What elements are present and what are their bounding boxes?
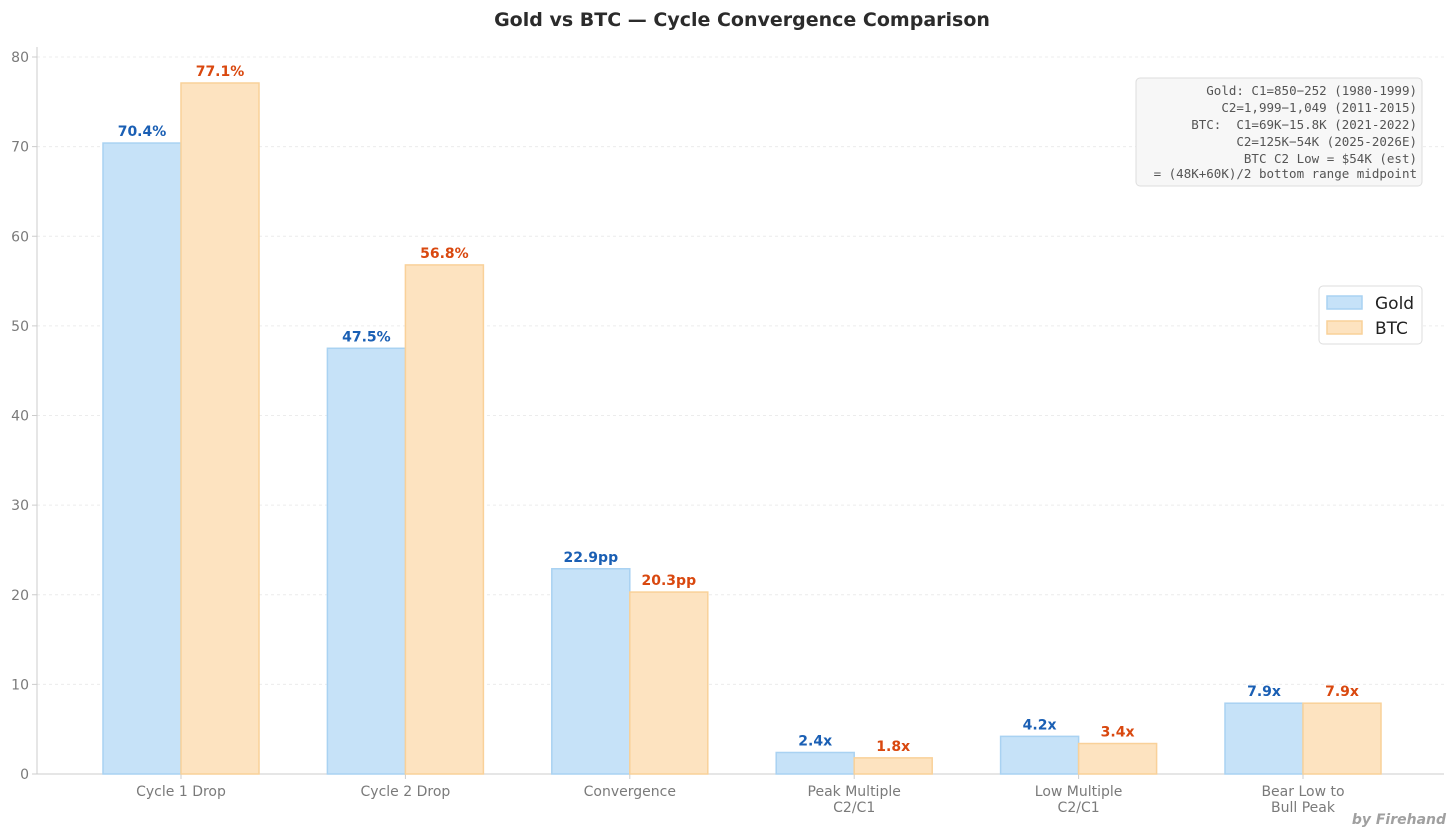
- x-tick-label: Convergence: [584, 784, 676, 800]
- y-tick-label: 0: [20, 767, 29, 783]
- data-label-gold: 47.5%: [342, 329, 391, 345]
- y-tick-label: 20: [11, 588, 29, 604]
- data-label-gold: 2.4x: [798, 733, 832, 749]
- bar-btc: [1077, 742, 1158, 775]
- axes: 0 10 20 30 40 50 60 70 80: [11, 47, 1444, 783]
- bar-gold: [999, 735, 1080, 775]
- y-tick-label: 10: [11, 677, 29, 693]
- x-tick-label: Cycle 2 Drop: [361, 784, 451, 800]
- annotation-line: C2=1,999−1,049 (2011-2015): [1221, 100, 1417, 115]
- annotation-line: = (48K+60K)/2 bottom range midpoint: [1154, 166, 1417, 181]
- data-label-btc: 77.1%: [196, 64, 245, 80]
- data-label-btc: 7.9x: [1325, 684, 1359, 700]
- data-label-btc: 3.4x: [1101, 725, 1135, 741]
- bar-gold: [102, 142, 182, 775]
- credit-text: by Firehand: [1352, 812, 1447, 828]
- y-tick-label: 50: [11, 319, 29, 335]
- x-tick-label: Bull Peak: [1271, 800, 1336, 816]
- bar-btc: [853, 757, 933, 775]
- annotation-line: BTC C2 Low = $54K (est): [1244, 151, 1417, 166]
- bar-gold: [1224, 702, 1304, 775]
- bar-btc: [629, 591, 709, 775]
- legend-label-btc: BTC: [1375, 319, 1408, 339]
- annotation-line: Gold: C1=850−252 (1980-1999): [1206, 83, 1417, 98]
- x-tick-label: Low Multiple: [1035, 784, 1123, 800]
- x-tick-label: Peak Multiple: [808, 784, 901, 800]
- data-label-gold: 7.9x: [1247, 684, 1281, 700]
- legend-swatch-gold: [1326, 295, 1363, 310]
- annotation-line: C2=125K−54K (2025-2026E): [1236, 134, 1417, 149]
- x-tick-label: Cycle 1 Drop: [136, 784, 226, 800]
- legend-swatch-btc: [1326, 320, 1363, 335]
- annotation-box-bg: [1135, 77, 1423, 187]
- bars: [102, 82, 1382, 775]
- data-label-gold: 70.4%: [118, 124, 167, 140]
- x-tick-label: C2/C1: [1058, 800, 1100, 816]
- x-tick-label: Bear Low to: [1261, 784, 1344, 800]
- data-label-btc: 20.3pp: [642, 573, 697, 589]
- x-tick-label: C2/C1: [833, 800, 875, 816]
- bar-btc: [1302, 702, 1382, 775]
- bar-gold: [326, 347, 407, 775]
- annotation-line: BTC: C1=69K−15.8K (2021-2022): [1191, 117, 1417, 132]
- data-label-btc: 56.8%: [420, 246, 469, 262]
- y-tick-label: 30: [11, 498, 29, 514]
- y-tick-label: 80: [11, 50, 29, 66]
- gridlines: [37, 56, 1444, 685]
- bar-btc: [180, 82, 260, 775]
- y-tick-label: 40: [11, 409, 29, 425]
- data-label-gold: 4.2x: [1023, 717, 1057, 733]
- chart-title: Gold vs BTC — Cycle Convergence Comparis…: [494, 9, 990, 31]
- y-tick-label: 60: [11, 229, 29, 245]
- legend-label-gold: Gold: [1375, 294, 1414, 314]
- legend: Gold BTC: [1318, 285, 1423, 345]
- data-labels: 70.4% 77.1% 47.5% 56.8% 22.9pp 20.3pp 2.4x 1.8x…: [118, 64, 1359, 755]
- data-label-gold: 22.9pp: [564, 550, 619, 566]
- category-labels: Cycle 1 Drop Cycle 2 Drop Convergence Peak …: [136, 784, 1344, 816]
- data-label-btc: 1.8x: [876, 739, 910, 755]
- annotation-box: Gold: C1=850−252 (1980-1999) C2=1,999−1,…: [1135, 77, 1423, 187]
- y-tick-label: 70: [11, 140, 29, 156]
- bar-btc: [404, 264, 485, 775]
- bar-gold: [775, 751, 855, 775]
- bar-gold: [551, 568, 631, 775]
